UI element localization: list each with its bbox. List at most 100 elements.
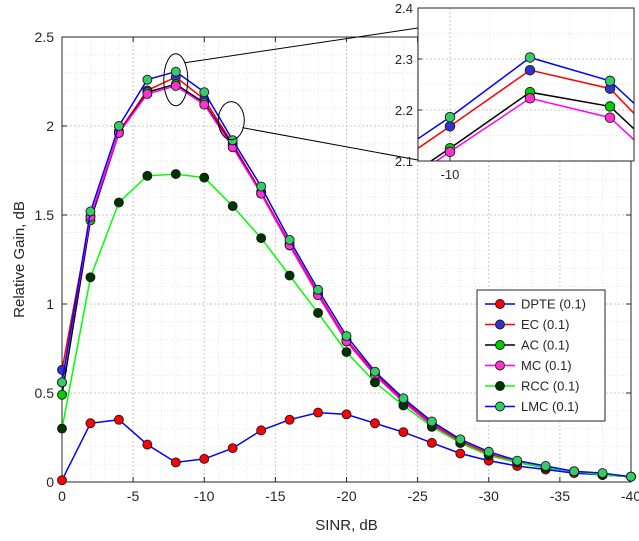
legend-entry: MC (0.1) [485, 358, 572, 373]
legend-entry: DPTE (0.1) [485, 297, 586, 312]
data-point [284, 414, 295, 425]
legend-marker [495, 401, 505, 412]
inset-data-point [524, 52, 536, 63]
y-tick-label: 0 [46, 474, 54, 490]
data-point [256, 233, 267, 244]
inset-x-tick-label: -10 [441, 167, 460, 182]
data-point [142, 74, 153, 85]
y-axis-label: Relative Gain, dB [11, 201, 28, 318]
data-point [284, 270, 295, 281]
data-point [455, 448, 466, 459]
data-point [313, 284, 323, 295]
data-point [113, 414, 124, 425]
legend-label: EC (0.1) [521, 317, 569, 332]
data-point [85, 418, 96, 429]
x-tick-label: 0 [58, 488, 66, 504]
data-point [57, 377, 67, 388]
main-ticks: 0 -5 -10 -15 -20 -25 -30 -35 -40 0 0.5 1 1.5 2 2.5 [35, 29, 639, 504]
inset-data-point [444, 146, 456, 158]
data-point [227, 135, 238, 146]
legend-marker [495, 360, 505, 371]
legend-marker [495, 340, 505, 350]
data-point [284, 234, 295, 245]
data-point [170, 80, 181, 91]
y-tick-label: 1 [46, 296, 54, 312]
data-point [85, 272, 96, 283]
y-tick-label: 2 [46, 118, 54, 134]
legend-label: LMC (0.1) [521, 399, 579, 414]
data-point [370, 366, 380, 377]
x-tick-label: -20 [336, 488, 356, 504]
data-point [597, 468, 608, 479]
data-point [370, 418, 380, 429]
data-point [398, 393, 409, 404]
inset-content [418, 8, 634, 161]
legend-entry: EC (0.1) [485, 317, 569, 332]
inset-plot: 2.12.22.32.4-10-5 [395, 1, 635, 182]
data-point [341, 331, 352, 341]
data-point [113, 197, 124, 208]
data-point [170, 457, 181, 468]
inset-data-point [524, 64, 536, 76]
data-point [426, 437, 437, 448]
x-tick-label: -10 [194, 488, 214, 504]
inset-data-point [524, 93, 536, 104]
inset-y-tick-label: 2.2 [395, 103, 413, 118]
data-point [512, 455, 523, 466]
data-point [227, 443, 238, 454]
main-series [57, 66, 636, 486]
data-point [142, 89, 153, 99]
zoom-ellipse [163, 53, 189, 107]
legend-entry: RCC (0.1) [485, 379, 580, 394]
legend-marker [495, 319, 505, 330]
data-point [569, 466, 580, 477]
x-axis-label: SINR, dB [315, 517, 378, 534]
data-point [113, 121, 124, 131]
inset-y-tick-label: 2.1 [395, 154, 413, 169]
data-point [170, 169, 181, 180]
inset-data-point [604, 101, 616, 112]
y-tick-label: 0.5 [35, 385, 55, 401]
data-point [370, 377, 380, 388]
inset-data-point [444, 111, 456, 123]
data-point [199, 87, 210, 98]
data-point [85, 206, 96, 217]
data-point [142, 170, 153, 181]
inset-y-tick-label: 2.3 [395, 52, 413, 67]
legend-entry: LMC (0.1) [485, 399, 579, 414]
legend-marker [495, 381, 505, 391]
legend: DPTE (0.1) EC (0.1) AC (0.1) MC (0.1) RCC (0… [476, 289, 606, 422]
data-point [626, 471, 636, 482]
inset-series [418, 52, 634, 140]
x-tick-label: -40 [621, 488, 639, 504]
inset-data-point [604, 75, 616, 87]
data-point [313, 307, 323, 318]
data-point [142, 439, 153, 450]
legend-label: AC (0.1) [521, 338, 569, 353]
x-tick-label: -15 [265, 488, 285, 504]
legend-label: RCC (0.1) [521, 379, 580, 394]
zoom-connector [242, 127, 419, 161]
legend-box [476, 289, 606, 422]
data-point [455, 434, 466, 445]
data-point [256, 425, 267, 436]
data-point [199, 453, 210, 464]
data-point [540, 461, 551, 471]
zoom-callouts [163, 27, 419, 161]
data-point [341, 409, 352, 420]
series [57, 66, 636, 482]
inset-data-point [604, 112, 616, 123]
y-tick-label: 1.5 [35, 207, 55, 223]
data-point [57, 389, 67, 400]
legend-entry: AC (0.1) [485, 338, 569, 353]
inset-y-tick-label: 2.4 [395, 1, 413, 16]
data-point [227, 201, 238, 212]
x-tick-label: -30 [479, 488, 499, 504]
data-point [199, 172, 210, 183]
legend-label: MC (0.1) [521, 358, 572, 373]
inset-series [435, 93, 634, 161]
zoom-ellipse [217, 101, 245, 141]
data-point [256, 181, 267, 192]
data-point [57, 423, 67, 434]
data-point [170, 66, 181, 77]
